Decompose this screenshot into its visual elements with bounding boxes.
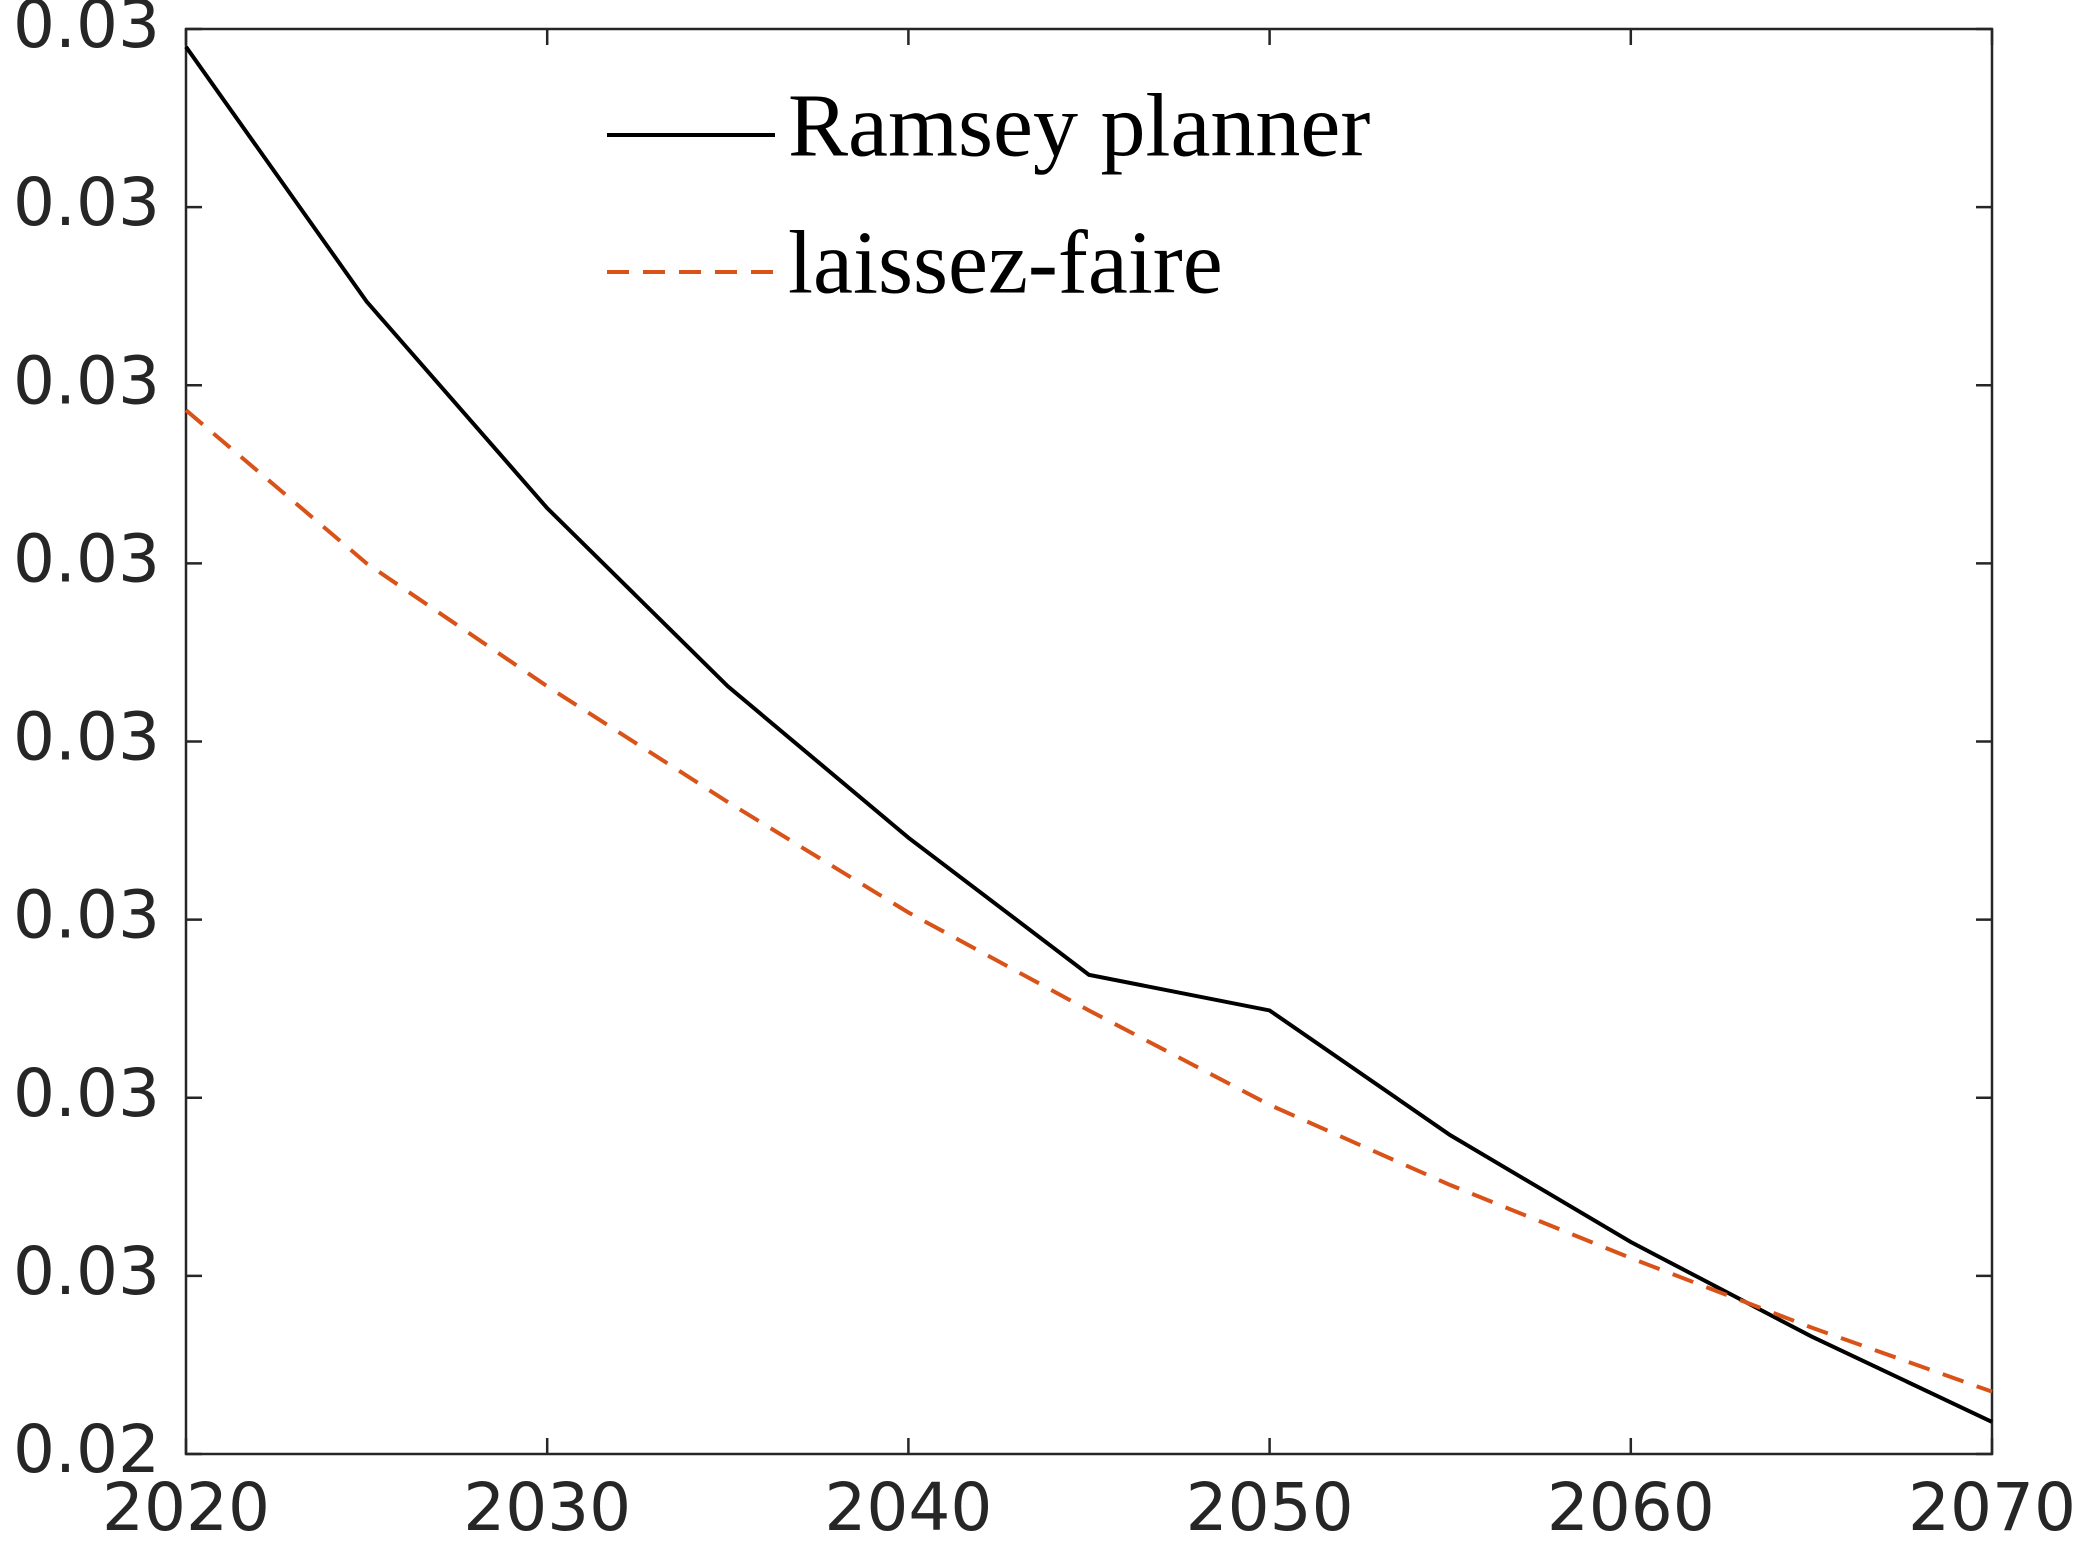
x-tick-label: 2060 [1547,1469,1715,1546]
legend-label: Ramsey planner [788,77,1370,176]
y-tick-label: 0.03 [13,342,160,419]
y-tick-label: 0.02 [13,1411,160,1488]
legend-label: laissez-faire [788,214,1223,313]
x-tick-label: 2030 [463,1469,631,1546]
series-line [184,408,1993,1394]
x-tick-label: 2040 [824,1469,992,1546]
y-tick-label: 0.03 [13,699,160,776]
y-tick-label: 0.03 [13,164,160,241]
x-tick-label: 2020 [102,1469,270,1546]
y-tick-label: 0.03 [13,1055,160,1132]
series-line [184,45,1993,1424]
x-tick-label: 2050 [1186,1469,1354,1546]
y-tick-label: 0.03 [13,520,160,597]
y-tick-label: 0.03 [13,0,160,63]
x-tick-label: 2070 [1908,1469,2076,1546]
y-tick-label: 0.03 [13,877,160,954]
plot-frame [184,27,1994,1456]
y-tick-label: 0.03 [13,1233,160,1310]
